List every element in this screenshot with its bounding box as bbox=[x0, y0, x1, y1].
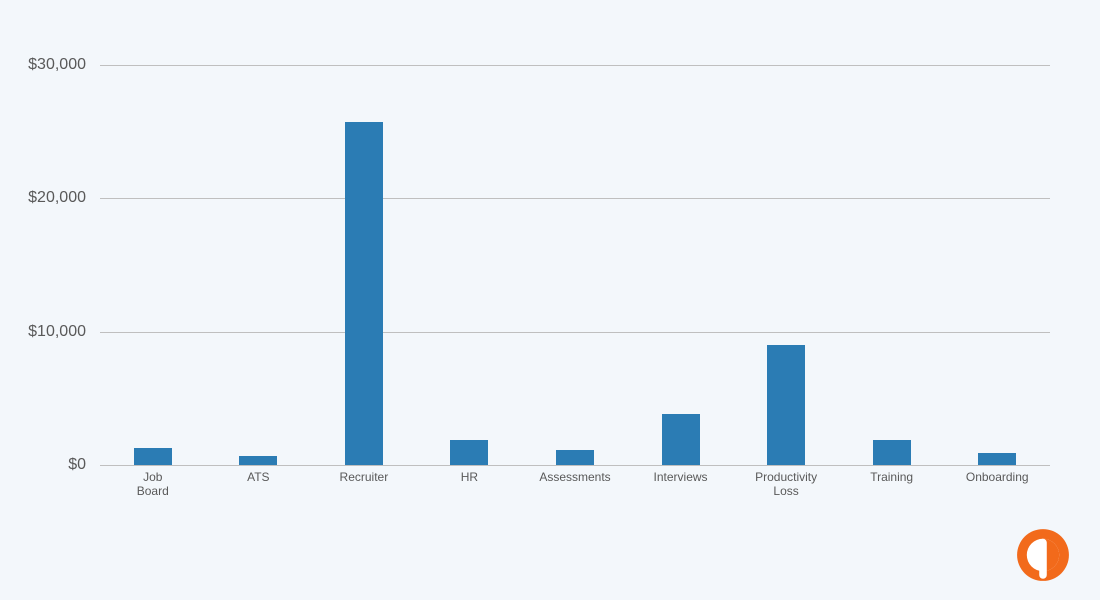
bar bbox=[239, 456, 277, 465]
gridline bbox=[100, 198, 1050, 199]
x-tick-label: HR bbox=[424, 471, 514, 485]
bar bbox=[662, 414, 700, 465]
x-tick-label: Recruiter bbox=[319, 471, 409, 485]
y-tick-label: $30,000 bbox=[28, 56, 86, 74]
x-tick-label: ProductivityLoss bbox=[741, 471, 831, 499]
x-tick-label: Assessments bbox=[530, 471, 620, 485]
x-tick-label: Training bbox=[847, 471, 937, 485]
x-tick-label: Onboarding bbox=[952, 471, 1042, 485]
bar bbox=[450, 440, 488, 465]
bar bbox=[767, 345, 805, 465]
x-tick-label: Interviews bbox=[636, 471, 726, 485]
y-tick-label: $0 bbox=[68, 456, 86, 474]
y-tick-label: $10,000 bbox=[28, 323, 86, 341]
gridline bbox=[100, 65, 1050, 66]
bar bbox=[345, 122, 383, 465]
x-tick-label: ATS bbox=[213, 471, 303, 485]
x-tick-label: JobBoard bbox=[108, 471, 198, 499]
bar bbox=[978, 453, 1016, 465]
gridline bbox=[100, 465, 1050, 466]
y-tick-label: $20,000 bbox=[28, 189, 86, 207]
bar bbox=[556, 450, 594, 465]
plot-area: $0$10,000$20,000$30,000JobBoardATSRecrui… bbox=[100, 65, 1050, 465]
gridline bbox=[100, 332, 1050, 333]
bar bbox=[134, 448, 172, 465]
brand-logo-icon bbox=[1016, 528, 1070, 582]
cost-bar-chart: $0 $10,000 $20,000 $30,000 JobBoard ATS Recrui… bbox=[0, 0, 1100, 600]
bar bbox=[873, 440, 911, 465]
